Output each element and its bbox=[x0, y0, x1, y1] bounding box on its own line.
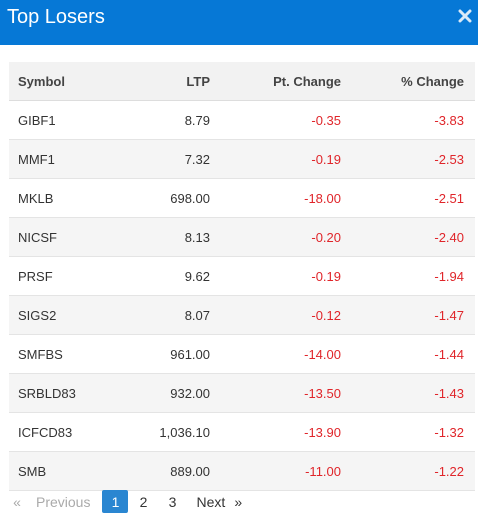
column-header-ltp[interactable]: LTP bbox=[186, 73, 210, 89]
modal-title: Top Losers bbox=[7, 6, 105, 28]
column-header-symbol[interactable]: Symbol bbox=[18, 73, 65, 89]
pct-change-cell: -2.40 bbox=[434, 229, 464, 245]
table-row[interactable]: SMB 889.00 -11.00 -1.22 bbox=[9, 452, 475, 491]
pt-change-cell: -0.35 bbox=[311, 112, 341, 128]
pt-change-cell: -0.12 bbox=[311, 307, 341, 323]
pct-change-cell: -2.51 bbox=[434, 190, 464, 206]
pct-change-cell: -1.94 bbox=[434, 268, 464, 284]
table-row[interactable]: ICFCD83 1,036.10 -13.90 -1.32 bbox=[9, 413, 475, 452]
ltp-cell: 1,036.10 bbox=[159, 424, 210, 440]
symbol-cell: SIGS2 bbox=[18, 307, 57, 323]
symbol-cell: SMFBS bbox=[18, 346, 63, 362]
symbol-cell: SMB bbox=[18, 463, 47, 479]
next-button[interactable]: Next bbox=[196, 493, 226, 510]
table-row[interactable]: SIGS2 8.07 -0.12 -1.47 bbox=[9, 296, 475, 335]
losers-table: Symbol LTP Pt. Change % Change GIBF1 8.7… bbox=[9, 62, 475, 491]
symbol-cell: NICSF bbox=[18, 229, 57, 245]
symbol-cell: MMF1 bbox=[18, 151, 55, 167]
pct-change-cell: -1.32 bbox=[434, 424, 464, 440]
pt-change-cell: -13.90 bbox=[304, 424, 341, 440]
ltp-cell: 8.07 bbox=[184, 307, 210, 323]
pt-change-cell: -11.00 bbox=[305, 463, 341, 479]
pt-change-cell: -13.50 bbox=[304, 385, 341, 401]
next-arrow-icon[interactable]: » bbox=[234, 493, 243, 510]
close-icon[interactable] bbox=[456, 5, 474, 27]
pt-change-cell: -14.00 bbox=[304, 346, 341, 362]
ltp-cell: 932.00 bbox=[170, 385, 210, 401]
pt-change-cell: -18.00 bbox=[304, 190, 341, 206]
ltp-cell: 7.32 bbox=[184, 151, 210, 167]
column-header-pct-change[interactable]: % Change bbox=[401, 73, 464, 89]
pct-change-cell: -1.44 bbox=[434, 346, 464, 362]
ltp-cell: 8.79 bbox=[184, 112, 210, 128]
table-row[interactable]: SRBLD83 932.00 -13.50 -1.43 bbox=[9, 374, 475, 413]
table-row[interactable]: PRSF 9.62 -0.19 -1.94 bbox=[9, 257, 475, 296]
symbol-cell: GIBF1 bbox=[18, 112, 56, 128]
ltp-cell: 889.00 bbox=[170, 463, 210, 479]
pct-change-cell: -1.47 bbox=[434, 307, 464, 323]
table-header-row: Symbol LTP Pt. Change % Change bbox=[9, 62, 475, 101]
ltp-cell: 8.13 bbox=[184, 229, 210, 245]
table-row[interactable]: GIBF1 8.79 -0.35 -3.83 bbox=[9, 101, 475, 140]
pct-change-cell: -1.22 bbox=[434, 463, 464, 479]
symbol-cell: ICFCD83 bbox=[18, 424, 73, 440]
pct-change-cell: -1.43 bbox=[434, 385, 464, 401]
page-1-button[interactable]: 1 bbox=[102, 490, 129, 513]
pt-change-cell: -0.20 bbox=[311, 229, 341, 245]
page-3-button[interactable]: 3 bbox=[168, 493, 177, 510]
prev-arrow-icon: « bbox=[13, 493, 21, 510]
table-row[interactable]: SMFBS 961.00 -14.00 -1.44 bbox=[9, 335, 475, 374]
pct-change-cell: -3.83 bbox=[434, 112, 464, 128]
table-row[interactable]: NICSF 8.13 -0.20 -2.40 bbox=[9, 218, 475, 257]
ltp-cell: 698.00 bbox=[170, 190, 210, 206]
symbol-cell: SRBLD83 bbox=[18, 385, 76, 401]
pagination: « Previous 1 2 3 Next » bbox=[9, 490, 245, 513]
ltp-cell: 9.62 bbox=[184, 268, 210, 284]
pt-change-cell: -0.19 bbox=[311, 151, 341, 167]
symbol-cell: PRSF bbox=[18, 268, 53, 284]
table-row[interactable]: MMF1 7.32 -0.19 -2.53 bbox=[9, 140, 475, 179]
pt-change-cell: -0.19 bbox=[311, 268, 341, 284]
pct-change-cell: -2.53 bbox=[434, 151, 464, 167]
page-2-button[interactable]: 2 bbox=[139, 493, 148, 510]
column-header-pt-change[interactable]: Pt. Change bbox=[273, 73, 341, 89]
previous-button: Previous bbox=[36, 493, 91, 510]
symbol-cell: MKLB bbox=[18, 190, 54, 206]
ltp-cell: 961.00 bbox=[170, 346, 210, 362]
modal-header: Top Losers bbox=[0, 0, 478, 45]
table-row[interactable]: MKLB 698.00 -18.00 -2.51 bbox=[9, 179, 475, 218]
